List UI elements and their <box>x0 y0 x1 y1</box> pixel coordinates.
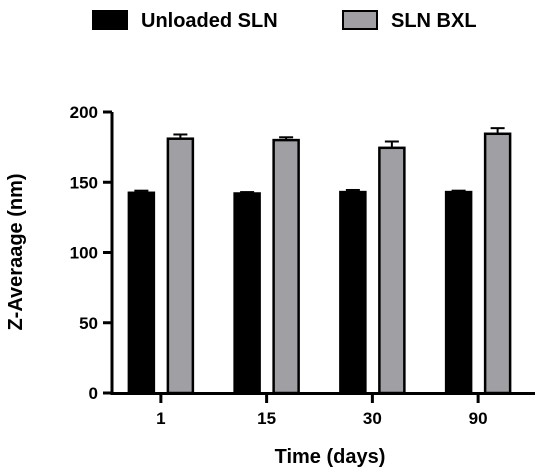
x-tick-label: 1 <box>156 409 165 428</box>
bar-sln-bxl-30 <box>378 146 406 395</box>
bar-sln-bxl-15 <box>272 138 300 395</box>
x-tick-label: 90 <box>469 409 488 428</box>
x-tick-label: 30 <box>363 409 382 428</box>
x-axis-label: Time (days) <box>275 446 386 468</box>
bar-unloaded-sln-90 <box>444 190 473 395</box>
y-tick-label: 200 <box>70 103 98 122</box>
bar-unloaded-sln-15 <box>233 192 261 395</box>
legend: Unloaded SLN SLN BXL <box>92 10 477 32</box>
y-tick-label: 100 <box>70 244 98 263</box>
plot-area <box>127 127 512 395</box>
legend-swatch-unloaded-sln <box>92 10 128 30</box>
bar-sln-bxl-1 <box>166 137 195 395</box>
legend-swatch-sln-bxl <box>342 10 378 30</box>
bar-unloaded-sln-1 <box>127 191 156 395</box>
legend-label-sln-bxl: SLN BXL <box>391 10 477 32</box>
legend-label-unloaded-sln: Unloaded SLN <box>141 10 278 32</box>
y-tick-label: 150 <box>70 173 98 192</box>
bar-sln-bxl-90 <box>483 132 512 395</box>
y-tick-label: 0 <box>89 384 98 403</box>
y-ticks: 0 50 100 150 200 <box>70 103 112 403</box>
bar-unloaded-sln-30 <box>339 190 367 395</box>
x-ticks: 1 15 30 90 <box>156 393 488 428</box>
x-tick-label: 15 <box>257 409 276 428</box>
y-axis-label: Z-Averaage (nm) <box>5 173 27 330</box>
y-tick-label: 50 <box>79 314 98 333</box>
